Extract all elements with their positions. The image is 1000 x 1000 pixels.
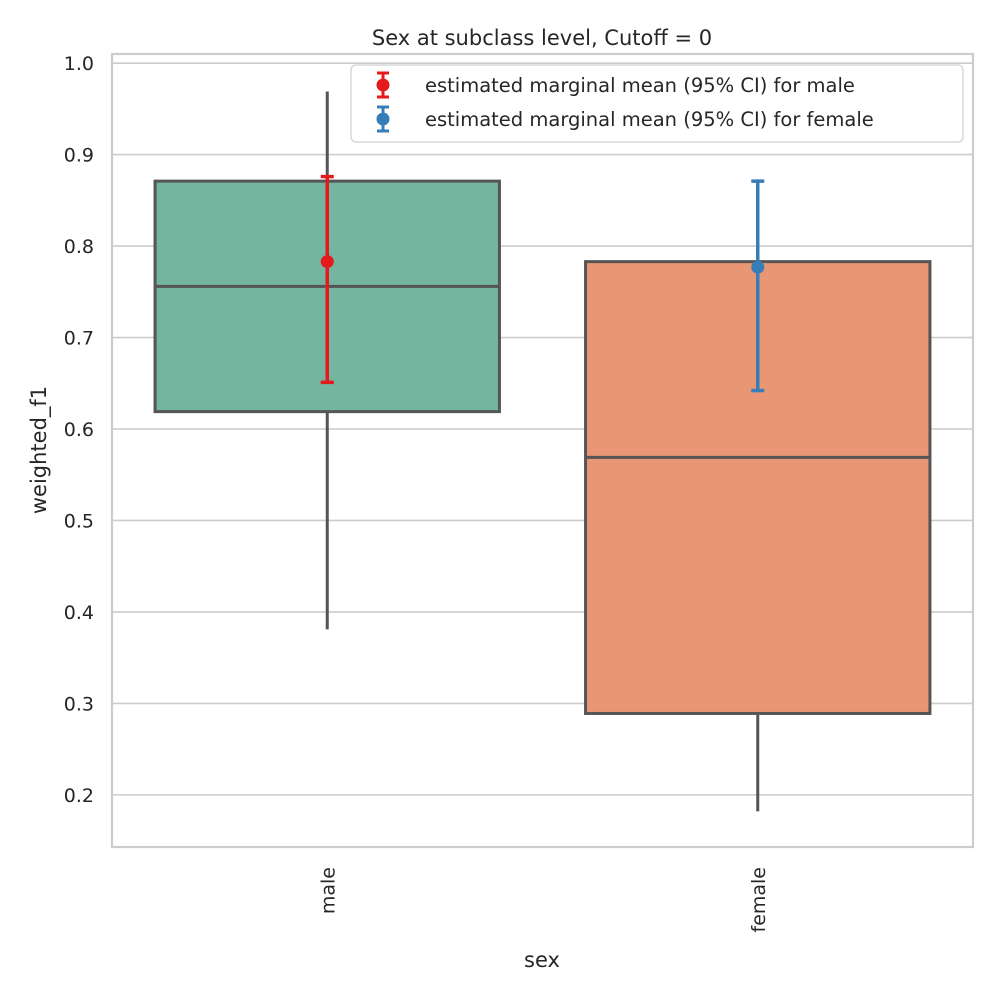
y-tick-label: 0.7 xyxy=(64,328,94,350)
x-tick-labels: male female xyxy=(317,867,770,933)
y-tick-label: 0.3 xyxy=(64,693,94,715)
legend-label: estimated marginal mean (95% CI) for fem… xyxy=(425,108,874,131)
mean-ci-male xyxy=(320,174,334,385)
y-tick-label: 0.2 xyxy=(64,785,94,807)
y-tick-label: 0.5 xyxy=(64,510,94,532)
mean-ci-markers xyxy=(320,174,765,393)
y-tick-label: 0.4 xyxy=(64,602,94,624)
mean-point xyxy=(751,260,765,274)
legend-entry-male: estimated marginal mean (95% CI) for mal… xyxy=(376,71,855,99)
legend-label: estimated marginal mean (95% CI) for mal… xyxy=(425,74,855,97)
plot-frame xyxy=(110,52,975,849)
legend-marker xyxy=(376,112,390,126)
y-tick-label: 0.8 xyxy=(64,236,94,258)
y-tick-label: 0.6 xyxy=(64,419,94,441)
x-tick-label: male xyxy=(317,867,339,914)
chart-title: Sex at subclass level, Cutoff = 0 xyxy=(372,26,712,50)
y-axis-label: weighted_f1 xyxy=(27,386,52,514)
x-tick-label: female xyxy=(748,867,770,933)
legend-marker xyxy=(376,78,390,92)
boxes xyxy=(153,91,932,812)
mean-ci-female xyxy=(751,179,765,393)
grid xyxy=(112,62,973,796)
y-tick-label: 0.9 xyxy=(64,145,94,167)
legend-entry-female: estimated marginal mean (95% CI) for fem… xyxy=(376,105,874,133)
mean-point xyxy=(320,255,334,269)
x-axis-label: sex xyxy=(524,948,560,972)
y-tick-labels: 0.2 0.3 0.4 0.5 0.6 0.7 0.8 0.9 1.0 xyxy=(64,53,94,807)
y-tick-label: 1.0 xyxy=(64,53,94,75)
legend: estimated marginal mean (95% CI) for mal… xyxy=(350,64,964,143)
legend-box xyxy=(350,64,964,143)
